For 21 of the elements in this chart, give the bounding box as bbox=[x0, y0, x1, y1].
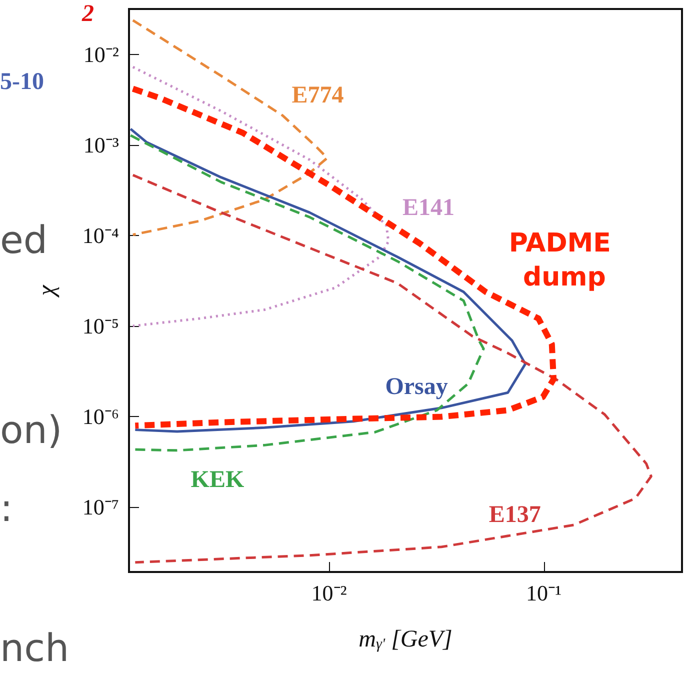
y-tick-label: 10⁻⁷ bbox=[82, 494, 119, 520]
series-label: E774 bbox=[292, 82, 344, 109]
y-tick-label: 10⁻⁴ bbox=[82, 223, 120, 248]
y-tick-label: 10⁻⁵ bbox=[82, 313, 119, 338]
text: ed bbox=[0, 218, 48, 262]
x-tick-label: 10⁻¹ bbox=[526, 580, 562, 606]
series-label: Orsay bbox=[385, 374, 448, 400]
y-tick-label: 10⁻² bbox=[83, 42, 120, 68]
y-axis-title: χ bbox=[34, 284, 60, 298]
series-label: E137 bbox=[488, 502, 541, 528]
series-label: PADME dump bbox=[508, 228, 620, 292]
text: : bbox=[0, 486, 13, 530]
text: on) bbox=[0, 408, 62, 452]
text: 5-10 bbox=[0, 69, 44, 95]
series-label: KEK bbox=[190, 467, 244, 494]
x-axis-title: mγ' [GeV] bbox=[358, 626, 452, 652]
text: 2 bbox=[81, 1, 94, 27]
y-tick-label: 10⁻⁶ bbox=[82, 404, 119, 429]
series-label: E141 bbox=[402, 194, 454, 221]
text: nch bbox=[0, 626, 70, 670]
y-tick-label: 10⁻³ bbox=[83, 132, 120, 158]
